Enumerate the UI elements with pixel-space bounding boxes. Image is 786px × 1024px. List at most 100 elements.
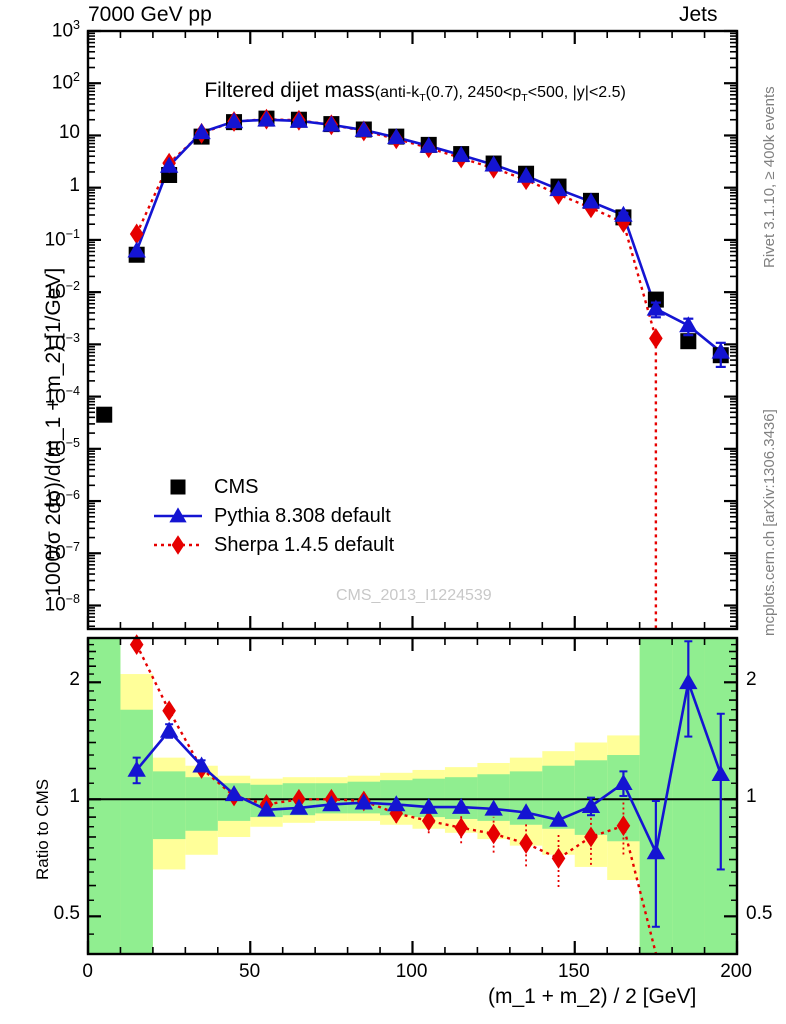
diamond-marker (389, 128, 404, 150)
square-marker (485, 155, 502, 172)
main-y-tick-label: 102 (51, 70, 80, 94)
main-y-tick-label: 10 (58, 122, 80, 144)
ratio-y-tick-label-left: 0.5 (53, 903, 80, 925)
legend-item[interactable]: Sherpa 1.4.5 default (152, 534, 394, 556)
main-y-tick-label: 10−5 (44, 435, 80, 460)
plot-title: Filtered dijet mass(anti-kT(0.7), 2450<p… (181, 59, 626, 125)
triangle-marker (451, 797, 471, 814)
inner-band-cell (315, 783, 348, 814)
inner-band-cell (250, 784, 283, 818)
main-y-tick-label: 10−8 (44, 592, 80, 616)
x-tick-label: 50 (239, 961, 261, 982)
title-main-text: Filtered dijet mass (204, 79, 375, 102)
triangle-marker (614, 774, 633, 791)
diamond-marker (649, 328, 663, 349)
diamond-marker (259, 794, 274, 815)
triangle-marker (419, 136, 438, 153)
square-marker (128, 246, 145, 263)
legend-label: Pythia 8.308 default (214, 505, 391, 527)
outer-band-cell (444, 767, 478, 833)
triangle-marker (646, 299, 666, 316)
outer-band-cell (639, 638, 673, 954)
header-beam-label: 7000 GeV pp (88, 3, 212, 26)
main-y-tick-label: 10−2 (44, 279, 80, 303)
diamond-marker (486, 157, 501, 179)
x-axis-label: (m_1 + m_2) / 2 [GeV] (488, 985, 697, 1008)
diamond-marker (616, 212, 631, 233)
triangle-marker (387, 128, 406, 145)
legend-triangle-icon (154, 507, 202, 523)
outer-band-cell (185, 765, 218, 855)
outer-band-cell (509, 757, 543, 846)
triangle-marker (159, 721, 179, 738)
triangle-marker (581, 192, 601, 209)
legend-label: Sherpa 1.4.5 default (214, 534, 395, 556)
triangle-marker (257, 800, 276, 817)
triangle-marker (646, 843, 666, 860)
inner-band-cell (152, 771, 186, 840)
ratio-y-tick-label-left: 1 (69, 786, 80, 808)
outer-band-cell (282, 777, 316, 823)
diamond-marker (454, 817, 468, 839)
triangle-marker (484, 799, 503, 816)
square-marker (550, 178, 567, 195)
diamond-marker (584, 826, 598, 848)
square-marker (96, 406, 113, 423)
main-y-tick-label: 10−1 (44, 226, 80, 251)
diamond-marker (421, 137, 436, 159)
triangle-marker (484, 155, 503, 172)
legend-item[interactable]: Pythia 8.308 default (152, 505, 391, 527)
inner-band-cell (704, 638, 737, 954)
triangle-marker (581, 797, 601, 814)
ratio-uncertainty-bands (88, 638, 737, 954)
legend-item[interactable]: CMS (152, 476, 258, 498)
outer-band-cell (315, 777, 348, 821)
square-marker (193, 128, 210, 145)
inner-band-cell (347, 781, 381, 814)
x-tick-label: 200 (720, 961, 752, 982)
inner-band-cell (477, 774, 510, 821)
inner-band-cell (412, 778, 445, 818)
outer-band-cell (347, 775, 381, 821)
square-marker (712, 347, 729, 364)
triangle-marker (549, 810, 568, 827)
outer-band-cell (542, 751, 575, 855)
ratio-y-tick-label-right: 0.5 (746, 903, 773, 925)
triangle-marker (516, 166, 536, 183)
outer-band-cell (380, 772, 413, 825)
ratio-y-tick-label-left: 2 (69, 669, 80, 691)
diamond-marker (584, 197, 598, 219)
square-marker (582, 192, 599, 209)
outer-band-cell (672, 638, 705, 954)
triangle-marker (192, 756, 211, 773)
ratio-y-tick-label-right: 1 (746, 786, 757, 808)
triangle-marker (127, 241, 146, 258)
square-marker (647, 291, 664, 308)
inner-band-cell (542, 765, 575, 829)
diamond-marker (454, 147, 468, 169)
diamond-marker (227, 785, 241, 807)
triangle-marker (127, 760, 146, 777)
inner-band-cell (672, 638, 705, 954)
ratio-y-axis-label: Ratio to CMS (33, 778, 52, 880)
square-marker (420, 136, 437, 153)
inner-band-cell (120, 709, 153, 954)
diamond-marker (162, 152, 176, 174)
inner-band-cell (574, 760, 608, 835)
diamond-marker (357, 790, 371, 812)
outer-band-cell (88, 638, 121, 954)
outer-band-cell (412, 769, 445, 829)
inner-band-cell (88, 638, 121, 954)
diamond-marker (616, 815, 631, 837)
triangle-marker (354, 793, 374, 810)
outer-band-cell (250, 778, 283, 827)
diamond-marker (292, 788, 306, 810)
inner-band-cell (185, 777, 218, 831)
inner-band-cell (282, 783, 316, 816)
square-marker (170, 479, 186, 495)
square-marker (388, 128, 405, 145)
diamond-marker (129, 634, 144, 656)
diamond-marker (486, 823, 501, 845)
title-params-text: (anti-kT(0.7), 2450<pT<500, |y|<2.5) (374, 84, 626, 105)
outer-band-cell (477, 762, 510, 840)
